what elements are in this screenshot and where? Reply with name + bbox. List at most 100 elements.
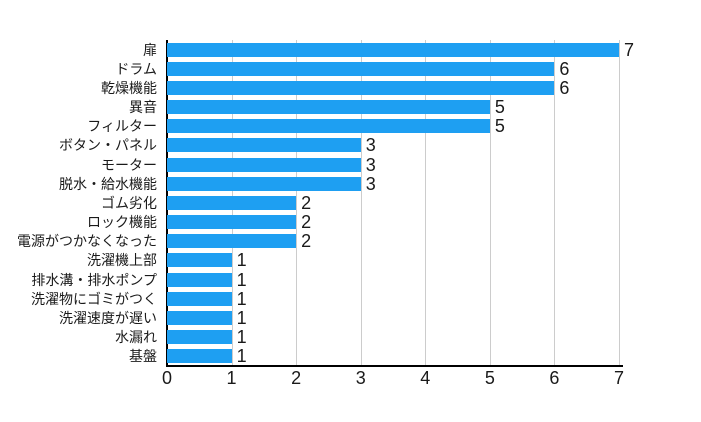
bar-row: ドラム 6 (0, 59, 660, 78)
bar (167, 272, 232, 287)
bar (167, 253, 232, 268)
value-label: 1 (236, 250, 247, 271)
bar-row: ゴム劣化 2 (0, 193, 660, 212)
category-label: ゴム劣化 (101, 194, 157, 211)
bar-track: 6 (167, 58, 619, 79)
bar-track: 1 (167, 327, 619, 348)
bar-row: 水漏れ 1 (0, 328, 660, 347)
bar-row: モーター 3 (0, 155, 660, 174)
value-label: 5 (494, 116, 505, 137)
value-label: 1 (236, 269, 247, 290)
x-tick-label: 6 (549, 368, 560, 388)
bar-track: 6 (167, 77, 619, 98)
bar (167, 42, 619, 57)
category-label: 洗濯物にゴミがつく (31, 290, 157, 307)
category-label: 洗濯機上部 (87, 252, 157, 269)
bar-row: 洗濯機上部 1 (0, 251, 660, 270)
category-label: 排水溝・排水ポンプ (31, 271, 157, 288)
category-label: 脱水・給水機能 (59, 175, 157, 192)
category-label: フィルター (87, 118, 157, 135)
category-label: 洗濯速度が遅い (59, 309, 157, 326)
bar-row: 脱水・給水機能 3 (0, 174, 660, 193)
bar (167, 349, 232, 364)
value-label: 1 (236, 307, 247, 328)
bar (167, 80, 555, 95)
x-tick-label: 5 (484, 368, 495, 388)
x-tick-label: 7 (613, 368, 625, 388)
x-tick-label: 2 (291, 368, 302, 388)
value-label: 2 (301, 192, 312, 213)
value-label: 6 (559, 58, 570, 79)
x-axis-line (166, 365, 623, 367)
bar-row: 乾燥機能 6 (0, 78, 660, 97)
category-label: モーター (101, 156, 157, 173)
bar (167, 100, 490, 115)
bar-row: 異音 5 (0, 98, 660, 117)
category-label: 基盤 (129, 348, 157, 365)
value-label: 5 (494, 97, 505, 118)
value-label: 1 (236, 346, 247, 367)
bar (167, 330, 232, 345)
value-label: 2 (301, 212, 312, 233)
bar-track: 5 (167, 116, 619, 137)
category-label: 乾燥機能 (101, 79, 157, 96)
bar (167, 119, 490, 134)
value-label: 3 (365, 173, 376, 194)
bar-track: 7 (167, 41, 634, 59)
value-label: 1 (236, 288, 247, 309)
bar-track: 3 (167, 173, 619, 194)
bar-row: フィルター 5 (0, 117, 660, 136)
bar-row: ロック機能 2 (0, 213, 660, 232)
bar-track: 2 (167, 212, 619, 233)
bar (167, 291, 232, 306)
value-label: 3 (365, 154, 376, 175)
gridline-x-5 (489, 40, 491, 366)
bar-track: 1 (167, 288, 619, 309)
bar (167, 310, 232, 325)
value-label: 2 (301, 231, 312, 252)
bar-track: 3 (167, 135, 619, 156)
bar-row: 電源がつかなくなった 2 (0, 232, 660, 251)
gridline-x-4 (425, 40, 427, 366)
plot-area: 扉 7 ドラム 6 乾燥機能 6 異音 5 フィルター 5 ボタン・パネル 3 モーター 3 脱水・給水機能… (0, 40, 660, 366)
bar-track: 1 (167, 250, 619, 271)
bar-row: 基盤 1 (0, 347, 660, 366)
value-label: 3 (365, 135, 376, 156)
category-label: 電源がつかなくなった (17, 233, 157, 250)
bar-row: 洗濯物にゴミがつく 1 (0, 289, 660, 308)
bar-track: 3 (167, 154, 619, 175)
bar-track: 1 (167, 346, 619, 367)
category-label: ボタン・パネル (59, 137, 157, 154)
bar-row: ボタン・パネル 3 (0, 136, 660, 155)
bar-track: 1 (167, 307, 619, 328)
bar (167, 195, 297, 210)
gridline-x-6 (554, 40, 556, 366)
x-tick-label: 4 (420, 368, 431, 388)
x-tick-label: 3 (355, 368, 366, 388)
bar-track: 2 (167, 192, 619, 213)
bar-track: 1 (167, 269, 619, 290)
bar-track: 2 (167, 231, 619, 252)
x-tick-label: 1 (226, 368, 237, 388)
category-label: ロック機能 (87, 214, 157, 231)
bar (167, 215, 297, 230)
gridline-x-3 (360, 40, 362, 366)
bar-track: 5 (167, 97, 619, 118)
gridline-x-7 (619, 40, 620, 366)
value-label: 7 (624, 39, 635, 60)
bar (167, 138, 361, 153)
gridline-x-2 (296, 40, 298, 366)
bar (167, 234, 297, 249)
x-tick-label: 0 (161, 368, 173, 388)
category-label: ドラム (115, 60, 157, 77)
value-label: 6 (559, 77, 570, 98)
bar-row: 洗濯速度が遅い 1 (0, 308, 660, 327)
bar (167, 61, 555, 76)
value-label: 1 (236, 327, 247, 348)
bar-row: 排水溝・排水ポンプ 1 (0, 270, 660, 289)
category-label: 異音 (129, 99, 157, 116)
bar (167, 176, 361, 191)
bar (167, 157, 361, 172)
